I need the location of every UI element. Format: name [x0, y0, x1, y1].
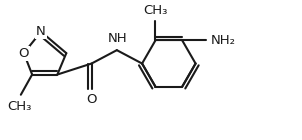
Text: NH: NH: [108, 32, 127, 45]
Text: N: N: [36, 25, 46, 38]
Text: CH₃: CH₃: [7, 100, 31, 113]
Text: CH₃: CH₃: [143, 4, 168, 17]
Text: O: O: [86, 93, 97, 106]
Text: NH₂: NH₂: [210, 34, 236, 47]
Text: O: O: [18, 47, 29, 60]
